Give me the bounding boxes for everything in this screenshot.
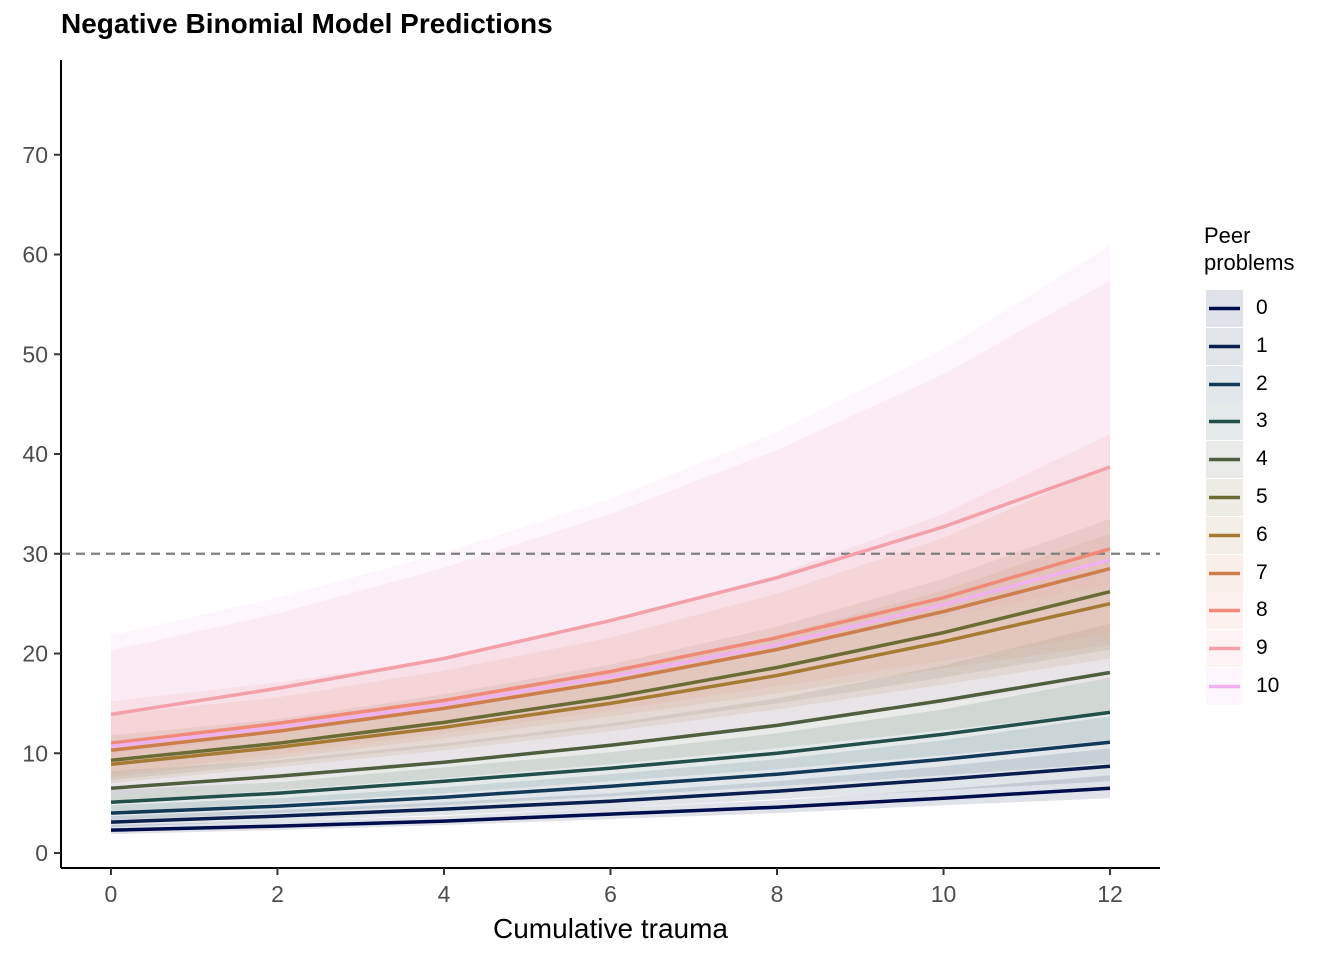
- legend-item-4: 4: [1204, 441, 1334, 479]
- ribbon-series-4: [111, 623, 1110, 803]
- axes: 0 10 20 30 40 50 60 70 0 2 4 6 8 10 12 Cumulative traum…: [22, 60, 1160, 944]
- legend-label: 10: [1256, 673, 1280, 697]
- line-series-3: [110, 710, 1111, 804]
- legend-label: 2: [1256, 371, 1268, 395]
- legend-label: 5: [1256, 484, 1268, 508]
- legend-item-10: 10: [1204, 667, 1334, 706]
- legend-label: 9: [1256, 636, 1268, 660]
- y-tick-label: 10: [22, 740, 48, 766]
- x-axis-label: Cumulative trauma: [493, 913, 728, 944]
- y-tick-label: 0: [35, 840, 48, 866]
- legend-label: 1: [1256, 333, 1268, 357]
- y-tick-label: 40: [22, 441, 48, 467]
- legend-key-3: [1206, 403, 1243, 441]
- legend-title: Peer problems: [1204, 223, 1295, 275]
- line-series-4: [110, 670, 1111, 790]
- x-tick-label: 0: [105, 881, 118, 907]
- line-series-2: [110, 740, 1111, 815]
- legend-item-6: 6: [1204, 516, 1334, 555]
- legend-item-2: 2: [1204, 365, 1334, 404]
- x-tick-label: 4: [438, 881, 451, 907]
- legend-item-8: 8: [1204, 592, 1334, 630]
- legend-item-3: 3: [1204, 403, 1334, 441]
- legend-key-8: [1206, 592, 1243, 630]
- series-lines: [110, 465, 1111, 832]
- legend-key-1: [1206, 327, 1243, 365]
- legend-key-0: [1206, 290, 1243, 327]
- legend-item-0: 0: [1204, 290, 1334, 328]
- legend-key-2: [1206, 365, 1243, 403]
- legend-label: 0: [1256, 296, 1268, 319]
- legend-key-9: [1206, 630, 1243, 668]
- ribbon-series-7: [111, 466, 1110, 778]
- line-series-9: [110, 465, 1111, 717]
- x-tick-label: 8: [771, 881, 784, 907]
- legend-key-10: [1206, 667, 1243, 705]
- legend-key-4: [1206, 441, 1243, 479]
- ribbon-series-0: [111, 775, 1110, 835]
- x-tick-label: 2: [271, 881, 284, 907]
- line-series-7: [110, 567, 1111, 753]
- ribbon-series-3: [111, 677, 1110, 813]
- legend-item-9: 9: [1204, 630, 1334, 668]
- legend-label: 3: [1256, 409, 1268, 433]
- y-tick-label: 20: [22, 641, 48, 667]
- x-tick-label: 6: [604, 881, 617, 907]
- y-tick-label: 60: [22, 242, 48, 268]
- ribbon-series-9: [111, 280, 1110, 758]
- y-tick-label: 30: [22, 541, 48, 567]
- legend-item-1: 1: [1204, 327, 1334, 366]
- ribbon-series-2: [111, 716, 1110, 821]
- x-tick-label: 12: [1097, 881, 1123, 907]
- legend-items: 0 1 2 3 4 5 6 7 8 9 10: [1204, 290, 1334, 706]
- legend-key-7: [1206, 554, 1243, 592]
- ribbon-series-8: [111, 434, 1110, 775]
- legend-item-7: 7: [1204, 554, 1334, 593]
- y-tick-label: 50: [22, 341, 48, 367]
- line-series-1: [110, 764, 1111, 824]
- legend-label: 7: [1256, 560, 1268, 584]
- legend-label: 6: [1256, 522, 1268, 546]
- legend-item-5: 5: [1204, 478, 1334, 517]
- legend: Peer problems 0 1 2 3 4 5 6 7 8 9 10: [1204, 222, 1334, 706]
- line-series-6: [110, 601, 1111, 767]
- chart-title: Negative Binomial Model Predictions: [61, 8, 553, 39]
- y-tick-label: 70: [22, 142, 48, 168]
- line-series-5: [110, 590, 1111, 763]
- line-series-10: [110, 558, 1111, 749]
- legend-key-5: [1206, 478, 1243, 516]
- legend-label: 4: [1256, 447, 1268, 471]
- x-tick-label: 10: [931, 881, 957, 907]
- legend-key-6: [1206, 516, 1243, 554]
- legend-label: 8: [1256, 598, 1268, 622]
- line-series-0: [110, 786, 1111, 832]
- line-series-8: [110, 547, 1111, 746]
- ribbon-series-1: [111, 748, 1110, 828]
